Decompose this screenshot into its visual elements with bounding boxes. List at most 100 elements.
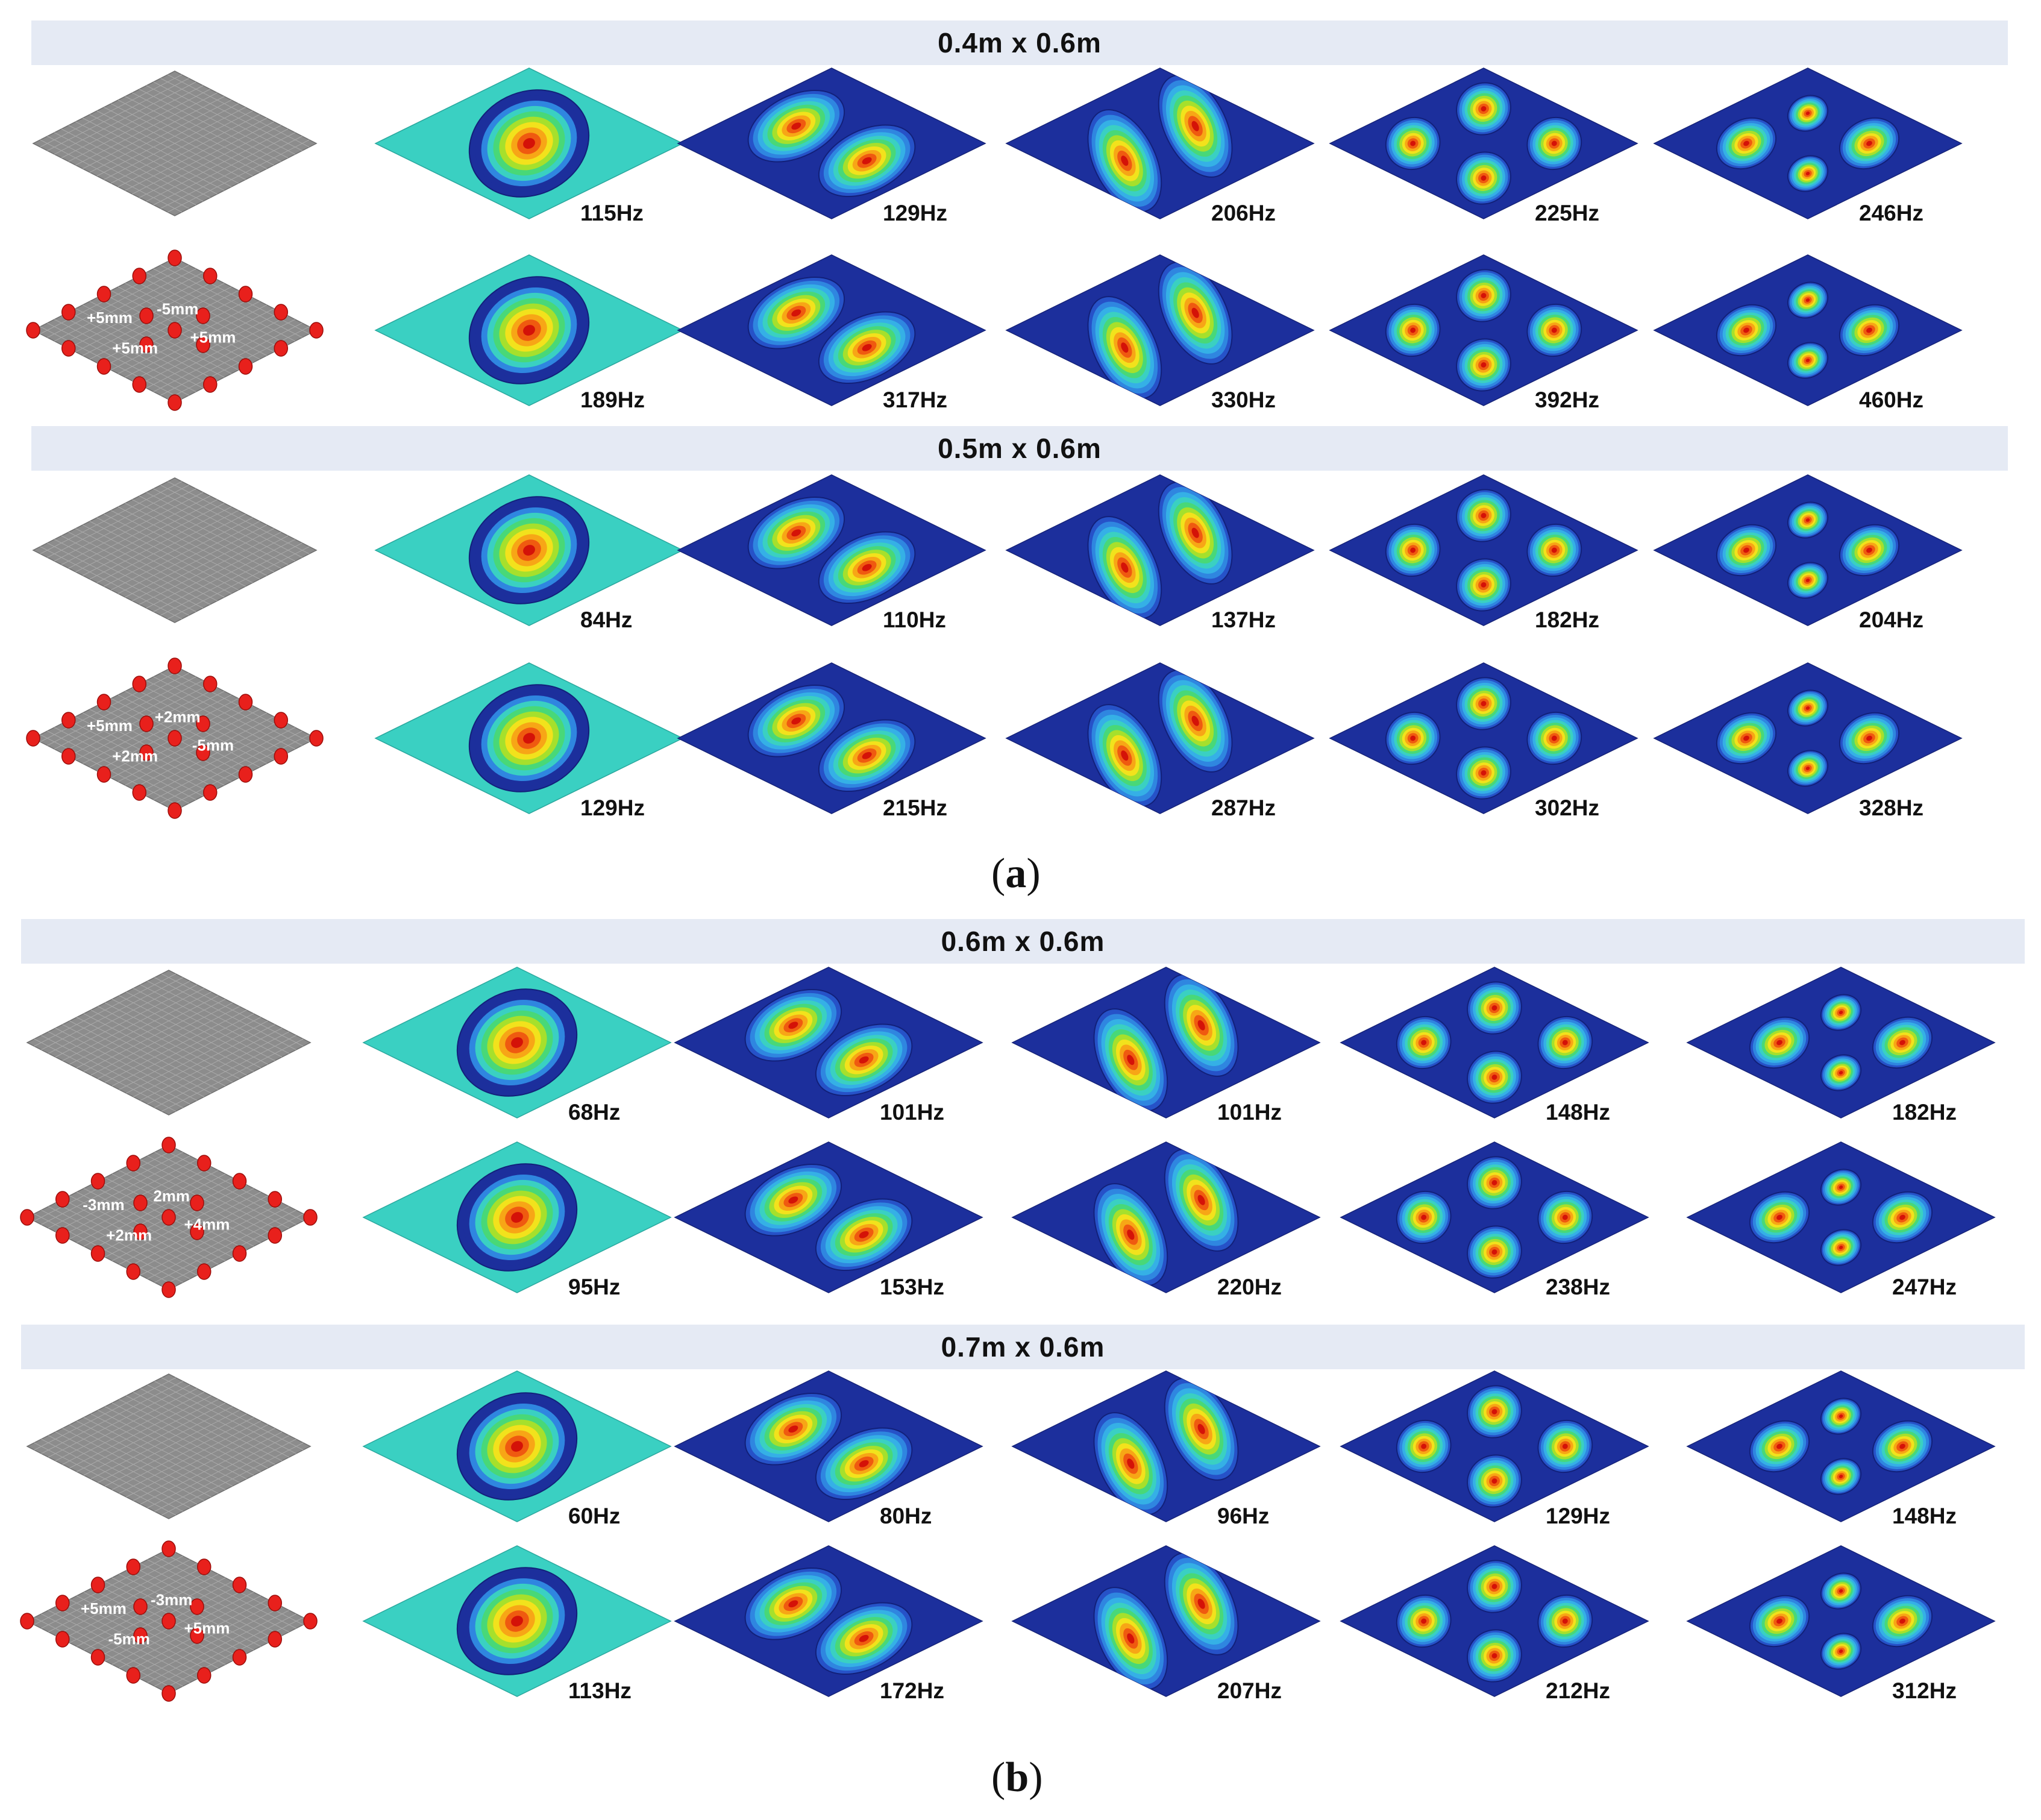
mode-shape-contour — [362, 1141, 672, 1293]
support-point — [238, 694, 253, 711]
mode-shape-contour — [374, 474, 684, 626]
mode-frequency-label: 212Hz — [1546, 1678, 1610, 1703]
mode-shape-cell — [1686, 1545, 1996, 1697]
mode-shape-contour — [374, 67, 684, 219]
mode-shape-cell — [1340, 1545, 1649, 1697]
mode-frequency-label: 182Hz — [1535, 607, 1599, 632]
mode-shape-cell — [674, 1370, 983, 1522]
support-point — [238, 286, 253, 303]
support-point — [90, 1649, 105, 1666]
mode-shape-cell — [1011, 967, 1321, 1119]
mode-shape-cell — [1686, 1370, 1996, 1522]
mode-shape-contour — [1340, 1545, 1649, 1697]
mode-shape-cell — [362, 1545, 672, 1697]
mode-frequency-label: 182Hz — [1892, 1100, 1957, 1125]
mode-frequency-label: 148Hz — [1546, 1100, 1610, 1125]
mode-shape-contour — [374, 662, 684, 814]
mode-shape-cell — [1653, 254, 1963, 406]
mode-frequency-label: 460Hz — [1859, 388, 1923, 412]
mode-shape-cell — [677, 254, 986, 406]
panel-label-b: (b) — [991, 1754, 1043, 1801]
imperfection-label: +5mm — [112, 339, 158, 357]
undeformed-plate-cell — [32, 71, 318, 216]
mode-shape-cell — [1653, 662, 1963, 814]
support-point — [133, 1598, 148, 1615]
mode-shape-contour — [1340, 1370, 1649, 1522]
mode-shape-contour — [362, 1370, 672, 1522]
mode-shape-contour — [674, 967, 983, 1119]
mode-frequency-label: 238Hz — [1546, 1275, 1610, 1299]
mode-frequency-label: 287Hz — [1211, 795, 1276, 820]
support-point — [61, 340, 76, 357]
support-point — [197, 1263, 212, 1280]
mode-frequency-label: 80Hz — [880, 1504, 932, 1528]
support-point — [132, 784, 146, 801]
mode-frequency-label: 206Hz — [1211, 201, 1276, 225]
support-point — [139, 715, 154, 732]
mode-shape-contour — [1329, 254, 1638, 406]
imperfection-label: +2mm — [112, 747, 158, 765]
imperfection-label: -5mm — [157, 300, 198, 318]
support-point — [132, 376, 146, 393]
support-point — [303, 1613, 318, 1630]
mode-frequency-label: 101Hz — [880, 1100, 944, 1125]
support-point — [55, 1631, 70, 1648]
group-title: 0.4m x 0.6m — [938, 27, 1102, 58]
support-point — [139, 307, 154, 324]
support-point — [161, 1137, 176, 1153]
mode-shape-contour — [674, 1370, 983, 1522]
support-point — [190, 1194, 204, 1211]
mode-frequency-label: 172Hz — [880, 1678, 944, 1703]
mode-shape-cell — [374, 254, 684, 406]
mode-shape-cell — [1653, 474, 1963, 626]
mode-shape-cell — [677, 474, 986, 626]
support-point — [190, 1223, 204, 1240]
mode-shape-contour — [362, 1545, 672, 1697]
mode-shape-contour — [1653, 254, 1963, 406]
group-title: 0.6m x 0.6m — [941, 926, 1105, 957]
mode-shape-cell — [677, 67, 986, 219]
imperfection-label: +2mm — [155, 708, 201, 726]
support-point — [232, 1245, 247, 1262]
mode-frequency-label: 101Hz — [1217, 1100, 1282, 1125]
mode-frequency-label: 215Hz — [883, 795, 947, 820]
undeformed-plate-cell — [26, 970, 312, 1116]
support-point — [274, 304, 288, 321]
mode-shape-cell — [1011, 1545, 1321, 1697]
mode-shape-contour — [1686, 967, 1996, 1119]
imperfection-label: +2mm — [106, 1226, 152, 1244]
support-point — [96, 286, 111, 303]
imperfection-label: +5mm — [184, 1619, 230, 1637]
support-point — [20, 1209, 34, 1226]
support-point — [203, 784, 218, 801]
mode-shape-contour — [374, 254, 684, 406]
mode-shape-contour — [1653, 474, 1963, 626]
support-point — [203, 268, 218, 284]
support-point — [139, 336, 154, 353]
support-point — [132, 268, 146, 284]
mode-shape-contour — [1340, 1141, 1649, 1293]
support-point — [309, 730, 324, 747]
support-point — [61, 748, 76, 765]
panel-label-a: (a) — [991, 850, 1041, 897]
support-point — [268, 1191, 282, 1208]
flat-mesh-plate — [26, 970, 312, 1116]
mode-shape-cell — [677, 662, 986, 814]
group-title: 0.7m x 0.6m — [941, 1331, 1105, 1363]
support-point — [168, 657, 182, 674]
mode-frequency-label: 317Hz — [883, 388, 947, 412]
imperfection-label: +5mm — [81, 1599, 127, 1618]
mode-frequency-label: 220Hz — [1217, 1275, 1282, 1299]
mode-shape-contour — [1005, 254, 1315, 406]
imperfection-label: +5mm — [87, 717, 133, 735]
mode-frequency-label: 84Hz — [580, 607, 633, 632]
flat-mesh-plate — [32, 477, 318, 623]
mode-shape-contour — [1686, 1370, 1996, 1522]
support-point — [133, 1627, 148, 1644]
support-point — [196, 336, 210, 353]
support-point — [196, 715, 210, 732]
support-point — [132, 676, 146, 692]
mode-shape-cell — [1340, 1141, 1649, 1293]
support-point — [161, 1613, 176, 1630]
